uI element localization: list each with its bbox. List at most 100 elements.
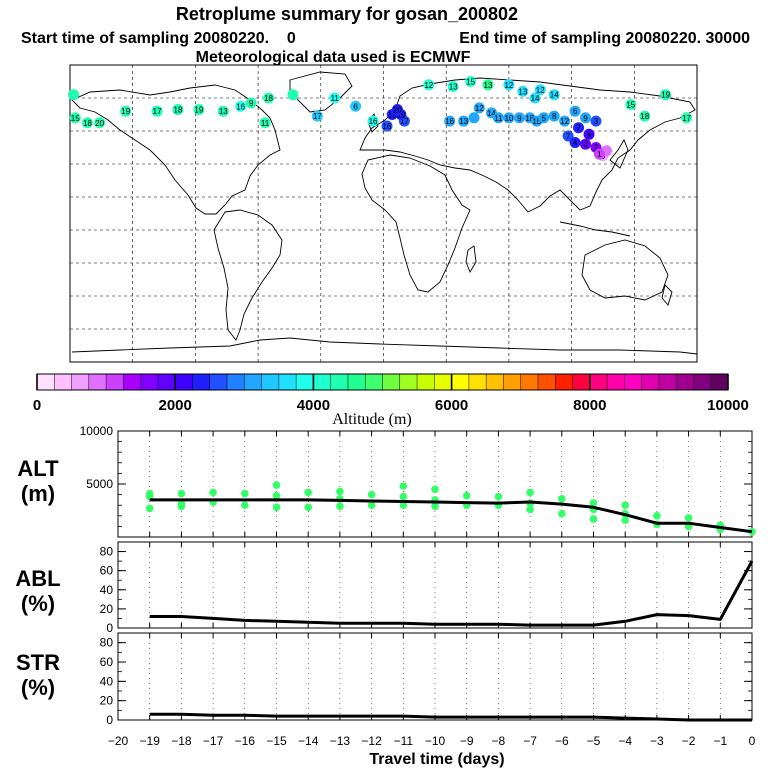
marker-label: 1 xyxy=(597,150,602,159)
marker-label: 12 xyxy=(504,81,513,90)
trajectory-marker xyxy=(534,84,546,96)
madagascar-outline xyxy=(465,245,477,274)
x-axis-label: Travel time (days) xyxy=(369,751,504,768)
colorbar-swatch xyxy=(676,374,694,390)
trajectory-marker xyxy=(583,128,595,140)
marker-label: 7 xyxy=(576,124,581,133)
trajectory-marker xyxy=(562,130,574,142)
colorbar-swatch xyxy=(330,374,349,390)
x-tick-label: −10 xyxy=(425,734,446,748)
trajectory-marker xyxy=(367,115,379,127)
x-tick-label: −11 xyxy=(394,734,414,748)
abl-frame xyxy=(117,541,753,629)
alt-scatter-point xyxy=(399,501,408,510)
trajectory-marker xyxy=(492,112,504,124)
marker-label: 9 xyxy=(249,99,254,108)
colorbar-swatch xyxy=(641,374,660,390)
marker-label: 16 xyxy=(383,122,392,131)
colorbar-swatch xyxy=(434,374,453,390)
colorbar-tick-label: 2000 xyxy=(159,397,192,414)
x-tick-label: −14 xyxy=(298,734,319,748)
marker-label: 5 xyxy=(542,114,547,123)
trajectory-marker xyxy=(444,115,456,127)
x-tick-label: −12 xyxy=(361,734,382,748)
marker-label: 12 xyxy=(536,86,545,95)
subtitle-met: Meteorological data used is ECMWF xyxy=(196,49,471,66)
trajectory-marker xyxy=(263,92,275,104)
colorbar-swatch xyxy=(227,374,245,390)
marker-label: 7 xyxy=(566,132,571,141)
marker-label: 19 xyxy=(194,106,203,115)
colorbar-swatch xyxy=(658,374,677,390)
alt-scatter-point xyxy=(272,491,281,500)
x-tick-label: −18 xyxy=(171,734,192,748)
trajectory-marker xyxy=(458,115,470,127)
abl-y-tick-label: 20 xyxy=(100,602,114,616)
marker-label: 6 xyxy=(353,102,358,111)
alt-scatter-point xyxy=(272,503,281,512)
str-label-top: STR xyxy=(16,650,60,675)
trajectory-marker xyxy=(538,112,550,124)
trajectory-marker xyxy=(559,115,571,127)
colorbar-swatch xyxy=(192,374,211,390)
marker-label: 17 xyxy=(682,114,691,123)
marker-label: 18 xyxy=(264,94,273,103)
trajectory-marker xyxy=(639,110,651,122)
marker-label: 20 xyxy=(95,119,104,128)
x-tick-label: −6 xyxy=(555,734,569,748)
alt-scatter-point xyxy=(336,487,344,496)
alt-scatter-point xyxy=(399,492,408,501)
marker-label: 3 xyxy=(594,117,599,126)
australia-outline xyxy=(581,239,669,301)
trajectory-marker xyxy=(350,100,362,112)
japan-outline xyxy=(609,138,629,169)
alt-label-bottom: (m) xyxy=(21,481,55,506)
trajectory-marker xyxy=(193,104,205,116)
marker-label: 14 xyxy=(531,94,540,103)
marker-label: 18 xyxy=(83,119,92,128)
x-tick-label: −1 xyxy=(713,734,727,748)
alt-scatter-point xyxy=(589,515,598,523)
marker-label: 17 xyxy=(400,117,409,126)
marker-label: 17 xyxy=(153,107,162,116)
trajectory-marker xyxy=(503,79,515,91)
abl-y-tick-label: 60 xyxy=(100,564,114,578)
marker-label: 4 xyxy=(573,139,578,148)
trajectory-marker xyxy=(482,79,494,91)
trajectory-marker xyxy=(590,115,602,127)
colorbar-swatch xyxy=(140,374,159,390)
colorbar-swatch xyxy=(88,374,107,390)
trajectory-marker xyxy=(67,89,79,101)
marker-label: 19 xyxy=(121,107,130,116)
colorbar-swatch xyxy=(157,374,176,390)
trajectory-marker xyxy=(447,80,459,92)
x-tick-label: −2 xyxy=(682,734,696,748)
abl-y-tick-label: 80 xyxy=(100,545,114,559)
trajectory-marker xyxy=(573,122,585,134)
alt-scatter-point xyxy=(653,512,661,520)
marker-label: 16 xyxy=(236,102,245,111)
marker-label: 15 xyxy=(71,114,80,123)
marker-label: 10 xyxy=(504,114,513,123)
south-america-outline xyxy=(213,209,283,341)
colorbar-swatch xyxy=(503,374,522,390)
str-y-tick-label: 20 xyxy=(100,694,114,708)
trajectory-marker xyxy=(529,92,541,104)
alt-scatter-point xyxy=(177,502,186,511)
marker-label: 13 xyxy=(518,87,527,96)
x-tick-label: −8 xyxy=(492,734,506,748)
colorbar-swatch xyxy=(572,374,591,390)
marker-label: 11 xyxy=(494,114,503,123)
alt-scatter-point xyxy=(304,488,313,497)
alt-scatter-point xyxy=(526,505,534,514)
alt-y-tick-label: 5000 xyxy=(86,477,113,491)
trajectory-marker xyxy=(468,112,480,124)
trajectory-marker xyxy=(513,112,525,124)
marker-label: 8 xyxy=(552,112,557,121)
x-tick-label: −5 xyxy=(587,734,601,748)
marker-label: 13 xyxy=(388,111,397,120)
trajectory-marker xyxy=(259,117,271,129)
trajectory-marker xyxy=(94,117,106,129)
